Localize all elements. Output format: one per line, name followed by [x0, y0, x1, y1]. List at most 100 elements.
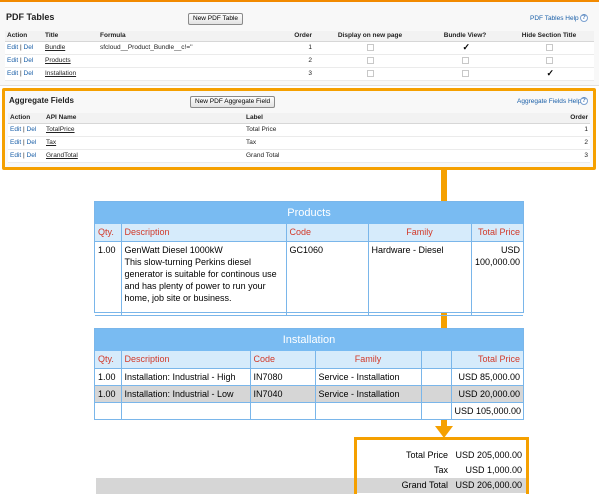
description-cell: Installation: Industrial - Low	[121, 385, 251, 403]
qty-cell: 1.00	[95, 385, 122, 403]
separator: |	[23, 152, 25, 159]
col-qty: Qty.	[95, 224, 122, 242]
table-row: Edit | Del Bundle sfcloud__Product_Bundl…	[5, 41, 594, 55]
col-description: Description	[121, 224, 287, 242]
pdf-table-title-link[interactable]: Products	[45, 57, 71, 64]
aggregate-fields-help-link[interactable]: Aggregate Fields Help	[517, 98, 582, 105]
empty-cell	[95, 402, 122, 420]
edit-link[interactable]: Edit	[10, 139, 22, 146]
hide-section-title-checkbox[interactable]	[545, 43, 553, 51]
qty-cell: 1.00	[95, 368, 122, 386]
tax-value: USD 1,000.00	[465, 465, 522, 475]
edit-link[interactable]: Edit	[10, 126, 22, 133]
del-link[interactable]: Del	[26, 126, 37, 133]
code-cell: IN7040	[250, 385, 316, 403]
totals-box: Total Price USD 205,000.00 Tax USD 1,000…	[354, 437, 529, 494]
total-price-cell: USD 100,000.00	[471, 241, 523, 313]
aggregate-fields-panel: Aggregate Fields New PDF Aggregate Field…	[2, 88, 596, 170]
empty-cell	[121, 402, 251, 420]
table-header-row: Qty. Description Code Family Total Price	[95, 351, 523, 369]
bundle-view-checkbox[interactable]	[461, 56, 469, 64]
installation-pdf-table: Installation Qty. Description Code Famil…	[94, 328, 524, 420]
table-row: 1.00 Installation: Industrial - Low IN70…	[95, 385, 523, 403]
del-link[interactable]: Del	[23, 44, 34, 51]
table-row: Edit | Del Installation 3 ✓	[5, 67, 594, 81]
order-cell: 2	[248, 54, 314, 68]
product-name: GenWatt Diesel 1000kW	[124, 244, 223, 255]
tax-row: Tax USD 1,000.00	[357, 463, 526, 478]
formula-cell: sfcloud__Product_Bundle__c!=''	[98, 41, 248, 55]
pdf-tables-panel: PDF Tables New PDF Table PDF Tables Help…	[0, 0, 599, 86]
grand-total-label: Grand Total	[401, 480, 448, 490]
spacer-cell	[421, 368, 452, 386]
order-cell: 1	[248, 41, 314, 55]
subtotal-cell: USD 105,000.00	[451, 402, 523, 420]
family-cell: Service - Installation	[315, 385, 422, 403]
bundle-view-checkbox[interactable]	[461, 69, 469, 77]
col-bundle-view: Bundle View?	[426, 31, 504, 42]
api-name-link[interactable]: TotalPrice	[46, 126, 75, 133]
table-header-row: Qty. Description Code Family Total Price	[95, 224, 523, 242]
pdf-tables-title: PDF Tables	[6, 12, 55, 22]
connector-arrow-head	[435, 426, 453, 438]
help-icon[interactable]: ?	[580, 14, 588, 22]
product-description: This slow-turning Perkins diesel generat…	[124, 256, 277, 303]
col-api-name: API Name	[44, 113, 244, 124]
del-link[interactable]: Del	[23, 70, 34, 77]
table-header-row: Action API Name Label Order	[8, 113, 590, 124]
qty-cell: 1.00	[95, 241, 122, 313]
family-cell: Service - Installation	[315, 368, 422, 386]
edit-link[interactable]: Edit	[7, 70, 19, 77]
display-new-page-checkbox[interactable]	[366, 69, 374, 77]
col-action: Action	[8, 113, 44, 124]
api-name-link[interactable]: GrandTotal	[46, 152, 78, 159]
label-cell: Total Price	[244, 123, 544, 137]
pdf-table-title-link[interactable]: Bundle	[45, 44, 66, 51]
display-new-page-checkbox[interactable]	[366, 43, 374, 51]
api-name-link[interactable]: Tax	[46, 139, 57, 146]
total-price-cell: USD 20,000.00	[451, 385, 523, 403]
del-link[interactable]: Del	[23, 57, 34, 64]
col-spacer	[421, 351, 452, 369]
products-grid: Qty. Description Code Family Total Price…	[95, 224, 523, 316]
table-row: Edit | Del Products 2	[5, 54, 594, 68]
hide-section-title-checkbox[interactable]: ✓	[546, 67, 555, 78]
display-new-page-checkbox[interactable]	[366, 56, 374, 64]
new-pdf-aggregate-field-button[interactable]: New PDF Aggregate Field	[190, 96, 276, 108]
new-pdf-table-button[interactable]: New PDF Table	[188, 13, 244, 25]
order-cell: 1	[544, 123, 590, 137]
order-cell: 2	[544, 136, 590, 150]
separator: |	[20, 70, 22, 77]
col-qty: Qty.	[95, 351, 122, 369]
bundle-view-checkbox[interactable]: ✓	[462, 41, 471, 52]
pdf-table-title-link[interactable]: Installation	[45, 70, 77, 77]
edit-link[interactable]: Edit	[10, 152, 22, 159]
table-row: Edit | Del Tax Tax 2	[8, 136, 590, 150]
col-description: Description	[121, 351, 251, 369]
help-icon[interactable]: ?	[580, 97, 588, 105]
col-family: Family	[315, 351, 422, 369]
description-cell: GenWatt Diesel 1000kW This slow-turning …	[121, 241, 287, 313]
description-cell: Installation: Industrial - High	[121, 368, 251, 386]
col-code: Code	[286, 224, 369, 242]
grand-total-row: Grand Total USD 206,000.00	[357, 478, 526, 493]
table-row: Edit | Del GrandTotal Grand Total 3	[8, 149, 590, 163]
separator: |	[20, 57, 22, 64]
pdf-tables-help-link[interactable]: PDF Tables Help	[530, 15, 579, 22]
edit-link[interactable]: Edit	[7, 44, 19, 51]
subtotal-row: USD 105,000.00	[95, 402, 523, 420]
col-family: Family	[368, 224, 472, 242]
pdf-tables-table: Action Title Formula Order Display on ne…	[5, 31, 594, 81]
edit-link[interactable]: Edit	[7, 57, 19, 64]
installation-table-title: Installation	[95, 329, 523, 351]
products-pdf-table: Products Qty. Description Code Family To…	[94, 201, 524, 316]
col-formula: Formula	[98, 31, 248, 42]
hide-section-title-checkbox[interactable]	[545, 56, 553, 64]
separator: |	[20, 44, 22, 51]
tax-label: Tax	[433, 465, 448, 475]
table-row: 1.00 Installation: Industrial - High IN7…	[95, 368, 523, 386]
empty-cell	[250, 402, 316, 420]
grand-total-band	[96, 478, 354, 494]
del-link[interactable]: Del	[26, 152, 37, 159]
del-link[interactable]: Del	[26, 139, 37, 146]
